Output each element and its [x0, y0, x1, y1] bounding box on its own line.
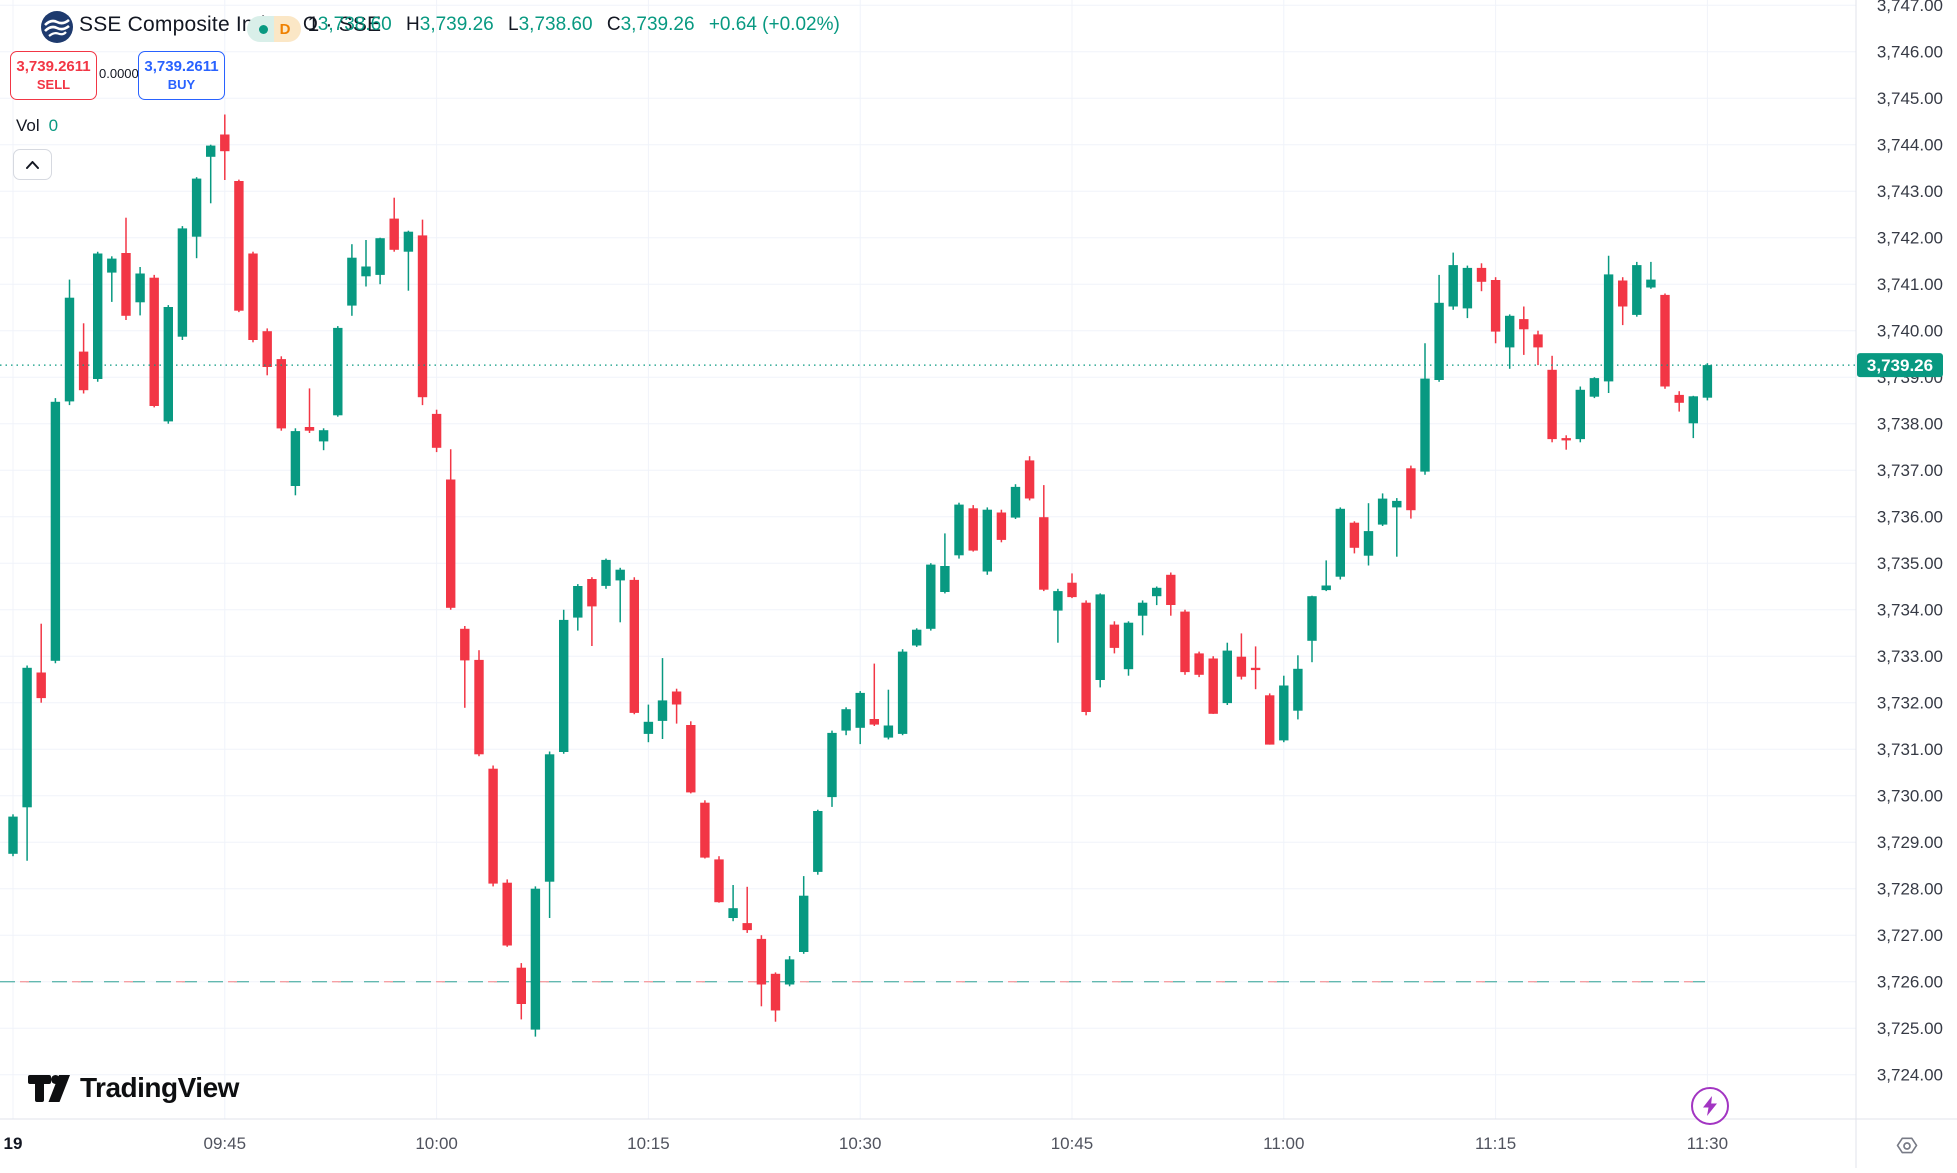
instant-trading-button[interactable]	[1691, 1087, 1729, 1125]
change-value: +0.64 (+0.02%)	[708, 14, 840, 35]
svg-text:10:30: 10:30	[839, 1134, 882, 1153]
close-value: 3,739.26	[620, 14, 695, 35]
svg-text:3,734.00: 3,734.00	[1877, 601, 1943, 620]
time-axis[interactable]: 19 09:45 10:00 10:15 10:30 10:45 11:00 11:15 11:…	[4, 1134, 1729, 1153]
svg-text:09:45: 09:45	[204, 1134, 247, 1153]
svg-text:3,733.00: 3,733.00	[1877, 647, 1943, 666]
tradingview-watermark[interactable]: TradingView	[28, 1072, 239, 1104]
svg-text:3,741.00: 3,741.00	[1877, 275, 1943, 294]
buy-button[interactable]: 3,739.2611 BUY	[138, 51, 225, 100]
axis-settings-button[interactable]	[1896, 1135, 1918, 1157]
gear-icon	[1896, 1137, 1918, 1154]
svg-text:10:45: 10:45	[1051, 1134, 1094, 1153]
symbol-title[interactable]: SSE Composite Index · 1 · SSE	[79, 13, 382, 36]
svg-text:3,728.00: 3,728.00	[1877, 880, 1943, 899]
market-status-dot-icon	[259, 24, 268, 34]
svg-text:3,740.00: 3,740.00	[1877, 322, 1943, 341]
buy-price: 3,739.2611	[144, 58, 219, 75]
svg-text:3,745.00: 3,745.00	[1877, 89, 1943, 108]
high-value: 3,739.26	[419, 14, 494, 35]
collapse-panel-button[interactable]	[13, 149, 52, 180]
svg-text:3,736.00: 3,736.00	[1877, 508, 1943, 527]
svg-text:3,730.00: 3,730.00	[1877, 787, 1943, 806]
svg-text:11:15: 11:15	[1475, 1134, 1516, 1153]
lightning-bolt-icon	[1703, 1096, 1717, 1116]
svg-text:3,746.00: 3,746.00	[1877, 43, 1943, 62]
svg-text:3,731.00: 3,731.00	[1877, 740, 1943, 759]
volume-readout: Vol 0	[16, 116, 59, 135]
svg-text:3,724.00: 3,724.00	[1877, 1066, 1943, 1085]
sse-exchange-logo-icon[interactable]	[40, 10, 74, 44]
svg-text:3,727.00: 3,727.00	[1877, 926, 1943, 945]
svg-text:11:30: 11:30	[1687, 1134, 1728, 1153]
svg-text:3,738.00: 3,738.00	[1877, 415, 1943, 434]
svg-text:3,735.00: 3,735.00	[1877, 554, 1943, 573]
chevron-up-icon	[26, 160, 39, 169]
spread-value: 0.0000	[99, 66, 139, 81]
sell-button[interactable]: 3,739.2611 SELL	[10, 51, 97, 100]
svg-text:3,732.00: 3,732.00	[1877, 694, 1943, 713]
open-value: 3,738.60	[317, 14, 392, 35]
svg-text:3,742.00: 3,742.00	[1877, 229, 1943, 248]
tradingview-logo-icon	[28, 1074, 70, 1102]
svg-text:19: 19	[4, 1134, 23, 1153]
svg-text:3,737.00: 3,737.00	[1877, 461, 1943, 480]
sell-price: 3,739.2611	[16, 58, 91, 75]
svg-text:3,725.00: 3,725.00	[1877, 1019, 1943, 1038]
interval-badge-label: D	[279, 20, 291, 38]
svg-text:11:00: 11:00	[1263, 1134, 1304, 1153]
svg-text:3,729.00: 3,729.00	[1877, 833, 1943, 852]
svg-text:10:15: 10:15	[627, 1134, 670, 1153]
svg-text:10:00: 10:00	[415, 1134, 458, 1153]
last-price-tag: 3,739.26	[1857, 353, 1943, 378]
low-value: 3,738.60	[518, 14, 593, 35]
svg-text:3,739.26: 3,739.26	[1867, 356, 1933, 375]
price-axis[interactable]: 3,724.00 3,725.00 3,726.00 3,727.00 3,728.00…	[1877, 0, 1943, 1085]
ohlc-readout: O3,738.60 H3,739.26 L3,738.60 C3,739.26 …	[303, 14, 840, 35]
svg-text:3,743.00: 3,743.00	[1877, 182, 1943, 201]
svg-text:3,744.00: 3,744.00	[1877, 136, 1943, 155]
svg-text:3,747.00: 3,747.00	[1877, 0, 1943, 15]
interval-status-badge[interactable]: D	[247, 16, 301, 42]
watermark-text: TradingView	[80, 1072, 239, 1103]
svg-text:3,726.00: 3,726.00	[1877, 973, 1943, 992]
volume-value: 0	[48, 116, 59, 135]
